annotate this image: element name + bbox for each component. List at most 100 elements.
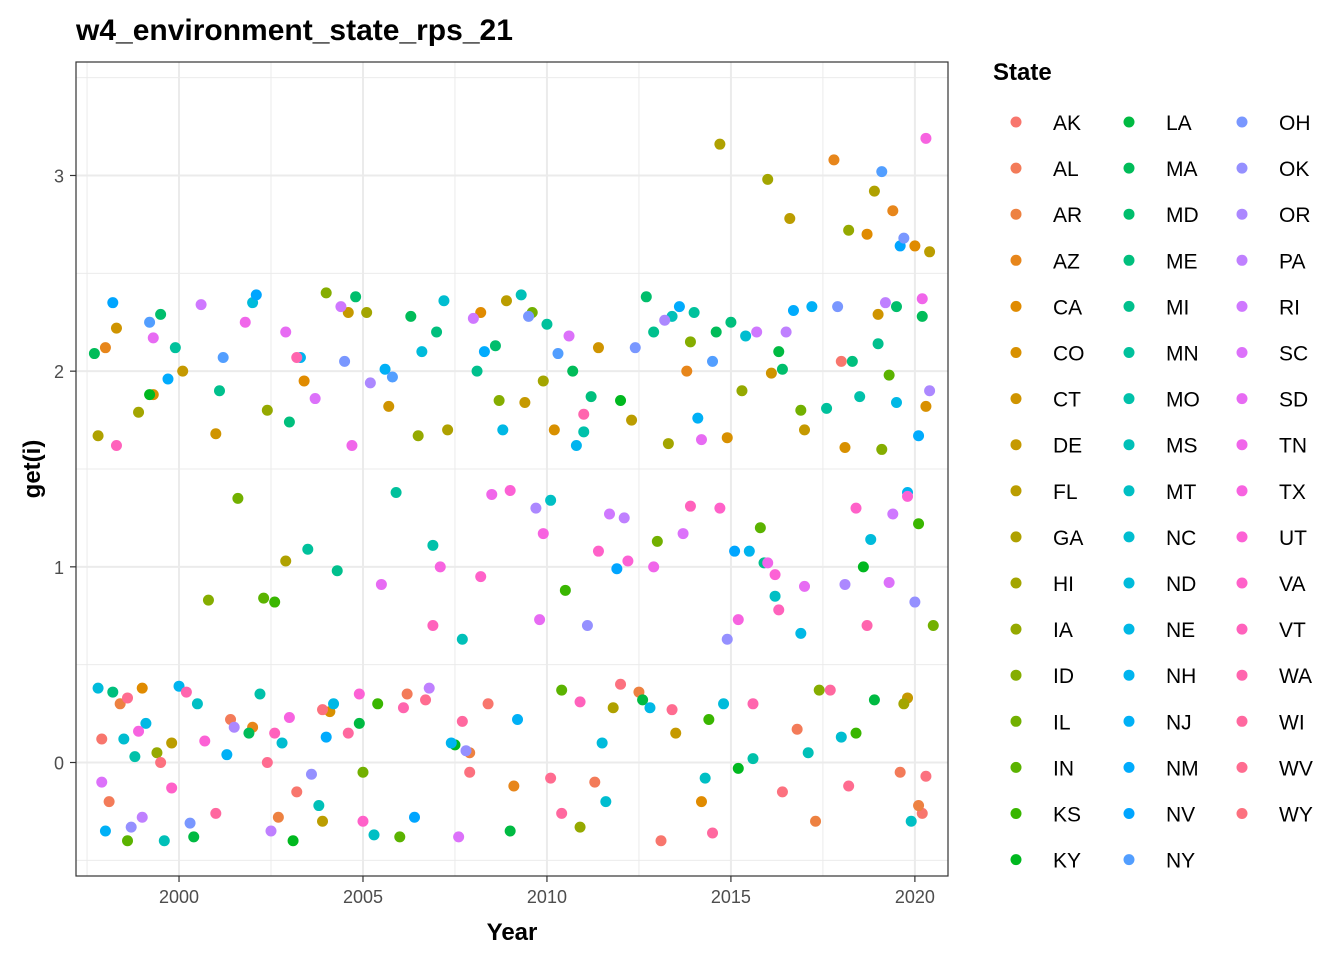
data-point-pa	[618, 512, 630, 524]
data-point-wi	[210, 807, 222, 819]
legend-key-ga	[1010, 531, 1022, 543]
data-point-in	[556, 684, 568, 696]
legend-key-md	[1123, 208, 1135, 220]
legend-key-ut	[1236, 531, 1248, 543]
data-point-ca	[136, 682, 148, 694]
data-point-nc	[740, 330, 752, 342]
data-point-la	[188, 831, 200, 843]
data-point-mo	[578, 426, 590, 438]
legend-key-wy	[1236, 808, 1248, 819]
data-point-mt	[769, 590, 781, 602]
data-point-ma	[916, 310, 928, 322]
data-point-ak	[655, 835, 667, 847]
data-point-az	[681, 365, 693, 377]
data-point-ia	[261, 404, 273, 416]
data-point-nh	[743, 545, 755, 557]
legend-key-nj	[1123, 715, 1135, 727]
data-point-ut	[769, 569, 781, 581]
data-point-ok	[581, 620, 593, 632]
data-point-wy	[464, 766, 476, 778]
data-point-oh	[339, 355, 351, 367]
data-point-nv	[729, 545, 741, 557]
data-point-il	[795, 404, 807, 416]
legend-label-ia: IA	[1053, 619, 1073, 642]
data-point-wa	[291, 351, 303, 363]
legend-label-mo: MO	[1166, 389, 1200, 412]
legend-title: State	[993, 59, 1052, 86]
data-point-nv	[107, 297, 119, 309]
data-point-ok	[460, 745, 472, 757]
data-point-nj	[99, 825, 111, 837]
data-point-ca	[909, 240, 921, 252]
legend-label-vt: VT	[1279, 619, 1306, 642]
data-point-ri	[887, 508, 899, 520]
data-point-ok	[721, 633, 733, 645]
data-point-ny	[144, 316, 156, 328]
data-point-de	[519, 396, 531, 408]
legend-label-va: VA	[1279, 573, 1305, 596]
legend-label-in: IN	[1053, 757, 1074, 780]
data-point-sc	[563, 330, 575, 342]
data-point-vt	[574, 696, 586, 708]
data-point-ks	[913, 518, 925, 530]
data-point-ks	[372, 698, 384, 710]
data-point-nd	[92, 682, 104, 694]
data-point-az	[99, 342, 111, 354]
data-point-de	[799, 424, 811, 436]
data-point-tn	[762, 557, 774, 569]
legend-label-az: AZ	[1053, 250, 1080, 273]
legend-key-tx	[1236, 485, 1248, 497]
legend-label-ks: KS	[1053, 804, 1081, 827]
legend-label-mt: MT	[1166, 481, 1196, 504]
data-point-ga	[714, 138, 726, 150]
data-point-in	[394, 831, 406, 843]
data-point-nd	[416, 346, 428, 358]
data-point-fl	[500, 295, 512, 307]
data-point-ut	[504, 485, 516, 497]
data-point-wi	[342, 727, 354, 739]
panel-border	[75, 61, 949, 877]
legend-key-ct	[1010, 393, 1022, 405]
legend-key-wa	[1236, 669, 1248, 681]
legend-key-va	[1236, 577, 1248, 589]
data-point-fl	[166, 737, 178, 749]
data-point-ks	[703, 713, 715, 725]
data-point-nj	[379, 363, 391, 375]
data-point-sd	[280, 326, 292, 338]
data-point-la	[868, 694, 880, 706]
data-point-in	[122, 835, 134, 847]
data-point-ky	[615, 395, 627, 407]
legend-label-nm: NM	[1166, 757, 1199, 780]
data-point-tx	[283, 712, 295, 724]
data-point-va	[166, 782, 178, 794]
data-point-tn	[239, 316, 251, 328]
data-point-ak	[96, 733, 108, 745]
data-point-wa	[578, 408, 590, 420]
legend-key-al	[1010, 162, 1022, 174]
data-point-nc	[835, 731, 847, 743]
data-point-wv	[545, 772, 557, 784]
data-point-tx	[133, 725, 145, 737]
data-point-az	[828, 154, 840, 166]
data-point-or	[530, 502, 542, 514]
data-point-wy	[615, 678, 627, 690]
data-point-az	[887, 205, 899, 217]
y-tick-label: 2	[54, 362, 64, 382]
data-point-tn	[916, 293, 928, 305]
data-points	[88, 132, 939, 847]
data-point-pa	[879, 297, 891, 309]
data-point-mi	[213, 385, 225, 397]
legend-key-ar	[1010, 208, 1022, 220]
data-point-ak	[482, 698, 494, 710]
data-point-me	[725, 316, 737, 328]
data-point-md	[350, 291, 362, 303]
data-point-ne	[328, 698, 340, 710]
legend-label-mn: MN	[1166, 343, 1199, 366]
data-point-wi	[556, 807, 568, 819]
data-point-mo	[129, 751, 141, 763]
data-point-hi	[537, 375, 549, 387]
legend-key-vt	[1236, 623, 1248, 635]
legend-label-tx: TX	[1279, 481, 1306, 504]
data-point-id	[684, 336, 696, 348]
data-point-il	[232, 492, 244, 504]
